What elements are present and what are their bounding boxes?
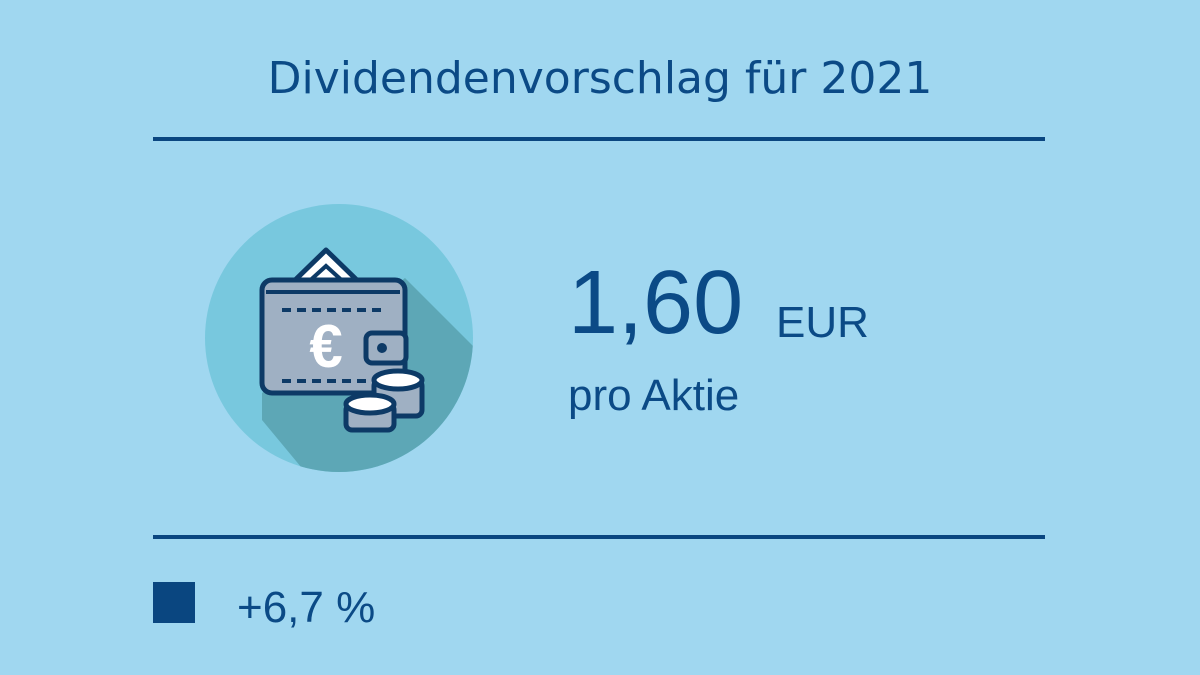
dividend-amount: 1,60 [568,253,743,353]
svg-text:€: € [309,313,342,380]
title: Dividendenvorschlag für 2021 [268,53,933,104]
wallet-icon: € [205,204,473,472]
change-label: +6,7 % [237,583,375,632]
bullet-square [153,582,195,623]
dividend-per: pro Aktie [568,371,739,420]
dividend-currency: EUR [776,298,869,347]
